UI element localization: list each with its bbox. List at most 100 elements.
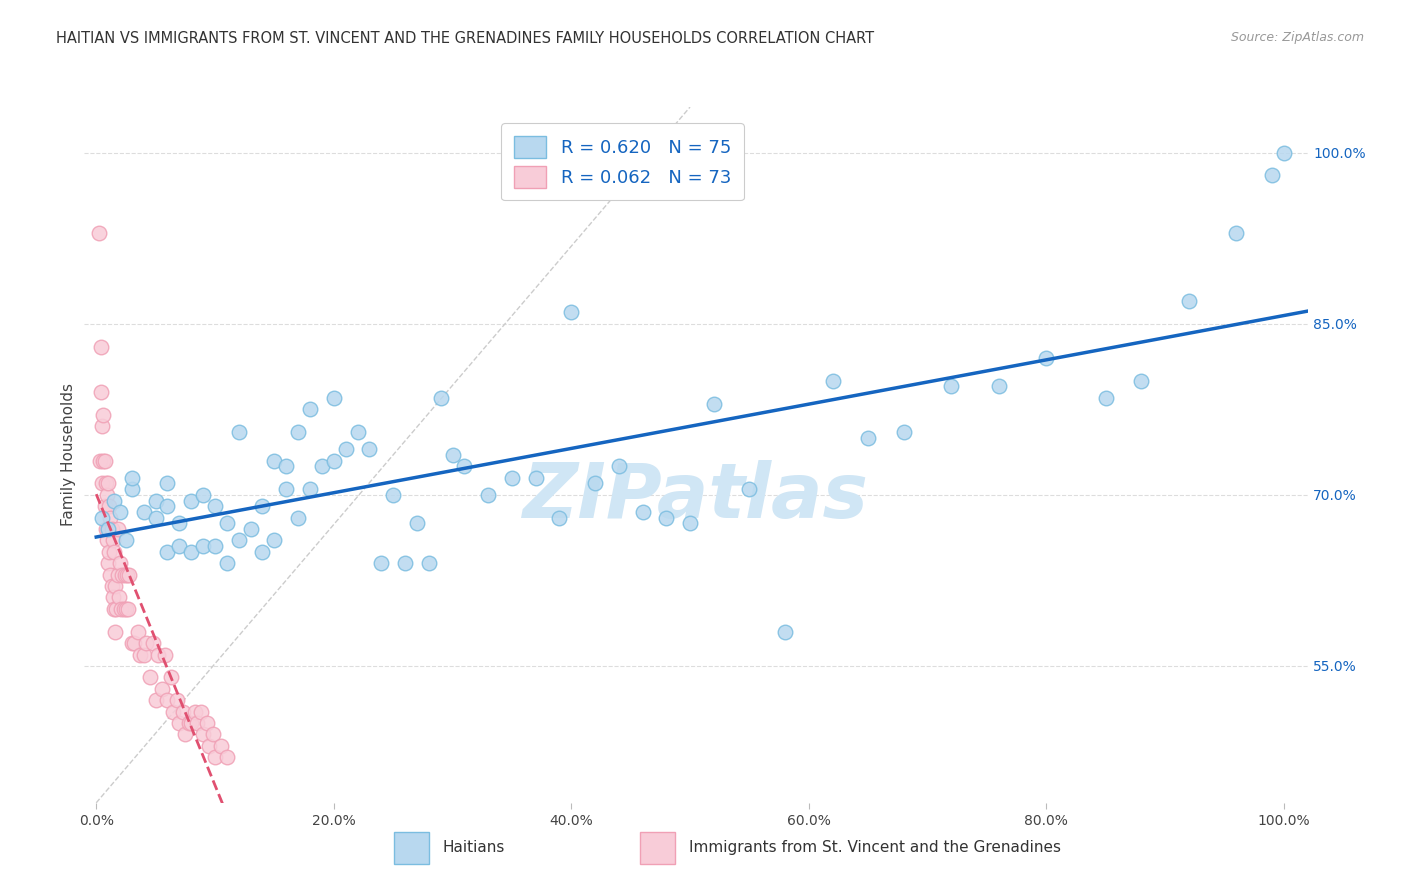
- Point: [101, 533, 124, 548]
- Point: [477, 488, 499, 502]
- Point: [607, 459, 630, 474]
- Point: [162, 705, 184, 719]
- Point: [153, 648, 176, 662]
- Point: [287, 510, 309, 524]
- Point: [98, 500, 121, 514]
- Point: [117, 602, 139, 616]
- Point: [127, 624, 149, 639]
- Point: [94, 476, 117, 491]
- FancyBboxPatch shape: [640, 831, 675, 863]
- Point: [821, 374, 844, 388]
- Point: [631, 505, 654, 519]
- Point: [204, 500, 226, 514]
- Point: [172, 705, 194, 719]
- Point: [418, 556, 440, 570]
- Point: [174, 727, 197, 741]
- Point: [91, 510, 114, 524]
- Point: [215, 750, 238, 764]
- Point: [93, 453, 115, 467]
- Point: [252, 500, 274, 514]
- Point: [191, 488, 214, 502]
- Point: [322, 453, 344, 467]
- Point: [104, 579, 127, 593]
- Point: [118, 567, 141, 582]
- Point: [1272, 145, 1295, 160]
- Point: [121, 471, 143, 485]
- Point: [122, 636, 145, 650]
- Point: [856, 431, 879, 445]
- Point: [370, 556, 392, 570]
- Point: [107, 567, 129, 582]
- Point: [228, 425, 250, 439]
- Point: [359, 442, 381, 457]
- Point: [298, 402, 321, 417]
- Point: [156, 693, 179, 707]
- Point: [941, 379, 963, 393]
- Point: [166, 693, 188, 707]
- Point: [191, 539, 214, 553]
- Point: [773, 624, 796, 639]
- Point: [100, 510, 122, 524]
- Point: [138, 670, 160, 684]
- Point: [97, 556, 120, 570]
- Point: [107, 522, 129, 536]
- Text: Haitians: Haitians: [443, 840, 505, 855]
- Point: [93, 408, 115, 422]
- Text: ZIPatlas: ZIPatlas: [523, 459, 869, 533]
- Point: [298, 482, 321, 496]
- Point: [548, 510, 571, 524]
- Point: [108, 505, 131, 519]
- Point: [115, 602, 138, 616]
- Point: [738, 482, 761, 496]
- Point: [1035, 351, 1057, 365]
- Point: [103, 602, 125, 616]
- Point: [335, 442, 357, 457]
- Text: Immigrants from St. Vincent and the Grenadines: Immigrants from St. Vincent and the Gren…: [689, 840, 1062, 855]
- Point: [1261, 169, 1284, 183]
- Point: [114, 567, 136, 582]
- Point: [195, 715, 218, 730]
- Point: [145, 693, 167, 707]
- Point: [287, 425, 309, 439]
- Point: [453, 459, 475, 474]
- Point: [97, 522, 120, 536]
- Point: [201, 727, 224, 741]
- Point: [100, 579, 122, 593]
- Point: [87, 226, 110, 240]
- Point: [524, 471, 547, 485]
- Point: [132, 648, 155, 662]
- Point: [100, 522, 122, 536]
- Point: [104, 624, 127, 639]
- Point: [93, 453, 115, 467]
- Point: [98, 545, 121, 559]
- Point: [893, 425, 915, 439]
- Point: [145, 493, 167, 508]
- Point: [186, 715, 208, 730]
- Point: [94, 522, 117, 536]
- Point: [89, 453, 111, 467]
- Point: [93, 500, 115, 514]
- Point: [1225, 226, 1247, 240]
- Point: [501, 471, 523, 485]
- Point: [169, 715, 191, 730]
- Point: [215, 516, 238, 531]
- Point: [180, 493, 202, 508]
- Point: [263, 533, 285, 548]
- Point: [311, 459, 333, 474]
- Point: [560, 305, 582, 319]
- Point: [103, 545, 125, 559]
- Point: [97, 522, 120, 536]
- Point: [191, 727, 214, 741]
- Legend: R = 0.620   N = 75, R = 0.062   N = 73: R = 0.620 N = 75, R = 0.062 N = 73: [502, 123, 744, 201]
- Point: [184, 705, 207, 719]
- Point: [150, 681, 173, 696]
- Point: [101, 591, 124, 605]
- Point: [441, 448, 464, 462]
- Point: [96, 533, 118, 548]
- Y-axis label: Family Households: Family Households: [60, 384, 76, 526]
- Point: [156, 500, 179, 514]
- Point: [382, 488, 405, 502]
- Point: [105, 602, 128, 616]
- Point: [146, 648, 169, 662]
- Point: [91, 419, 114, 434]
